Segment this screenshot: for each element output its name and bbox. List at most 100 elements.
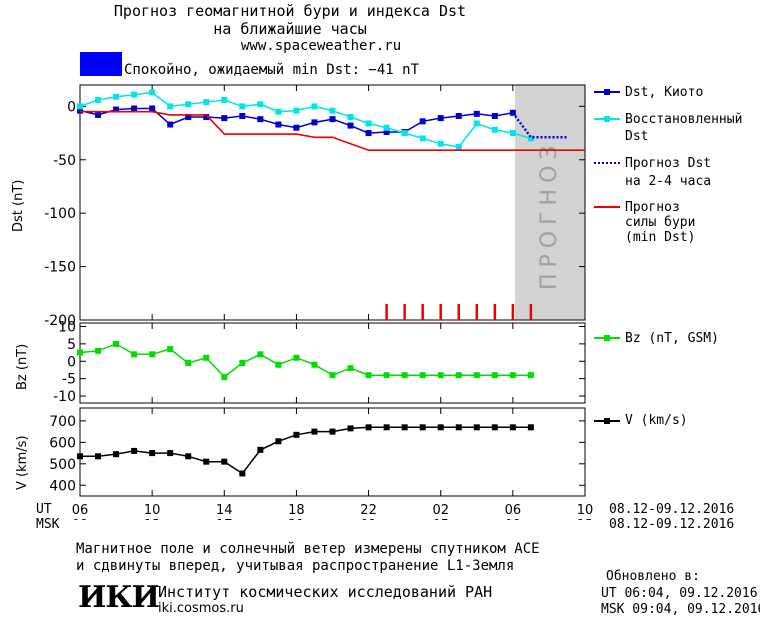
data-point [509, 109, 516, 116]
data-point [95, 347, 102, 354]
chart-title-line2: на ближайшие часы [213, 20, 367, 38]
data-point [383, 424, 390, 431]
data-point [167, 103, 174, 110]
data-point [347, 365, 354, 372]
data-point [77, 107, 83, 114]
data-point [167, 450, 174, 457]
data-point [419, 135, 426, 142]
forecast-band-label: ПРОГНОЗ [537, 139, 562, 290]
data-point [203, 458, 210, 465]
data-point [293, 431, 300, 438]
data-point [275, 108, 282, 115]
legend-forecast-label-1: Прогноз Dst [625, 156, 712, 171]
data-point [239, 360, 246, 366]
data-point [95, 111, 102, 118]
legend-v-label: V (km/s) [625, 413, 688, 428]
forecast-band [515, 85, 585, 320]
data-point [149, 89, 156, 96]
data-point [509, 424, 516, 431]
ut-tick-label: 18 [288, 503, 305, 518]
data-point [221, 458, 228, 465]
data-point [329, 107, 336, 114]
data-point [473, 110, 480, 117]
updated-msk: MSK 09:04, 09.12.2016 [601, 602, 760, 617]
ut-date-range: 08.12-09.12.2016 [609, 502, 735, 517]
y-tick-label: -200 [44, 313, 76, 329]
data-point [257, 351, 264, 358]
msk-tick-label: 05 [432, 518, 449, 520]
dst-plot-frame [79, 84, 586, 321]
data-point [329, 372, 336, 379]
legend-markers [594, 89, 620, 208]
dst-y-ticks: 0 -50 -100 -150 -200 [44, 85, 586, 329]
msk-tick-label: 01 [360, 518, 377, 520]
data-point [491, 372, 498, 379]
data-point [329, 116, 336, 123]
data-point [491, 424, 498, 431]
institute-name: Институт космических исследований РАН [158, 583, 493, 601]
ut-tick-label: 10 [144, 503, 161, 518]
bz-y-ticks: 10 50 -5-10 [53, 319, 586, 405]
legend-bz-marker-svg [594, 335, 620, 341]
data-point [365, 372, 372, 379]
v-series-group [77, 424, 534, 477]
y-tick-label: -50 [53, 153, 76, 169]
institute-url[interactable]: iki.cosmos.ru [158, 601, 244, 616]
legend-restored-label-2: Dst [625, 129, 649, 144]
data-point [293, 124, 300, 131]
v-y-axis-label: V (km/s) [15, 435, 30, 490]
data-point [509, 372, 516, 379]
status-indicator-box [80, 52, 122, 76]
msk-date-range: 08.12-09.12.2016 [609, 517, 735, 532]
msk-tick-label: 21 [288, 518, 305, 520]
data-point [203, 99, 210, 106]
data-point [131, 105, 138, 112]
bz-panel: Bz (nT) 10 50 -5-10 [15, 319, 586, 405]
data-point [95, 96, 102, 103]
legend-storm-label-1: Прогноз [625, 200, 680, 215]
data-point [185, 360, 192, 366]
data-point [527, 135, 534, 142]
data-point [293, 107, 300, 114]
data-point [437, 372, 444, 379]
ut-tick-label: 10 [577, 503, 594, 518]
data-point [167, 346, 174, 353]
data-point [383, 129, 390, 135]
bz-y-axis-label: Bz (nT) [15, 344, 30, 390]
data-point [131, 447, 138, 454]
y-tick-label: 0 [67, 354, 76, 370]
footer-note-line2: и сдвинуты вперед, учитывая распростране… [76, 558, 515, 574]
data-point [491, 126, 498, 133]
data-point [527, 424, 534, 431]
legend-forecast-label-2: на 2-4 часа [625, 174, 712, 189]
source-url[interactable]: www.spaceweather.ru [241, 38, 402, 54]
data-point [455, 372, 462, 379]
data-point [383, 372, 390, 379]
dst-series-group [77, 89, 585, 151]
msk-tick-label: 09 [505, 518, 522, 520]
data-point [455, 112, 462, 119]
data-point [221, 373, 228, 380]
data-point [311, 119, 318, 126]
dst-panel: ПРОГНОЗ Dst (nT) 0 -50 -100 -150 -200 [11, 84, 586, 329]
data-point [311, 361, 318, 368]
series-line [79, 343, 531, 378]
data-point [257, 116, 264, 123]
y-tick-label: 10 [58, 319, 76, 335]
y-tick-label: -150 [44, 260, 76, 276]
series-line [511, 112, 567, 139]
data-point [257, 446, 264, 453]
data-point [293, 354, 300, 361]
series-line [80, 110, 585, 151]
legend-bz-label: Bz (nT, GSM) [625, 331, 719, 346]
data-point [419, 118, 426, 125]
data-point [419, 372, 426, 379]
ut-tick-label: 02 [432, 503, 449, 518]
data-point [113, 106, 120, 113]
data-point [149, 450, 156, 457]
data-point [275, 121, 282, 128]
data-point [437, 115, 444, 122]
x-axis-ticks: 06 10 14 18 22 02 06 10 09 13 17 21 01 05 09 13 [72, 503, 594, 520]
msk-tick-label: 17 [216, 518, 233, 520]
msk-tick-label: 13 [144, 518, 161, 520]
